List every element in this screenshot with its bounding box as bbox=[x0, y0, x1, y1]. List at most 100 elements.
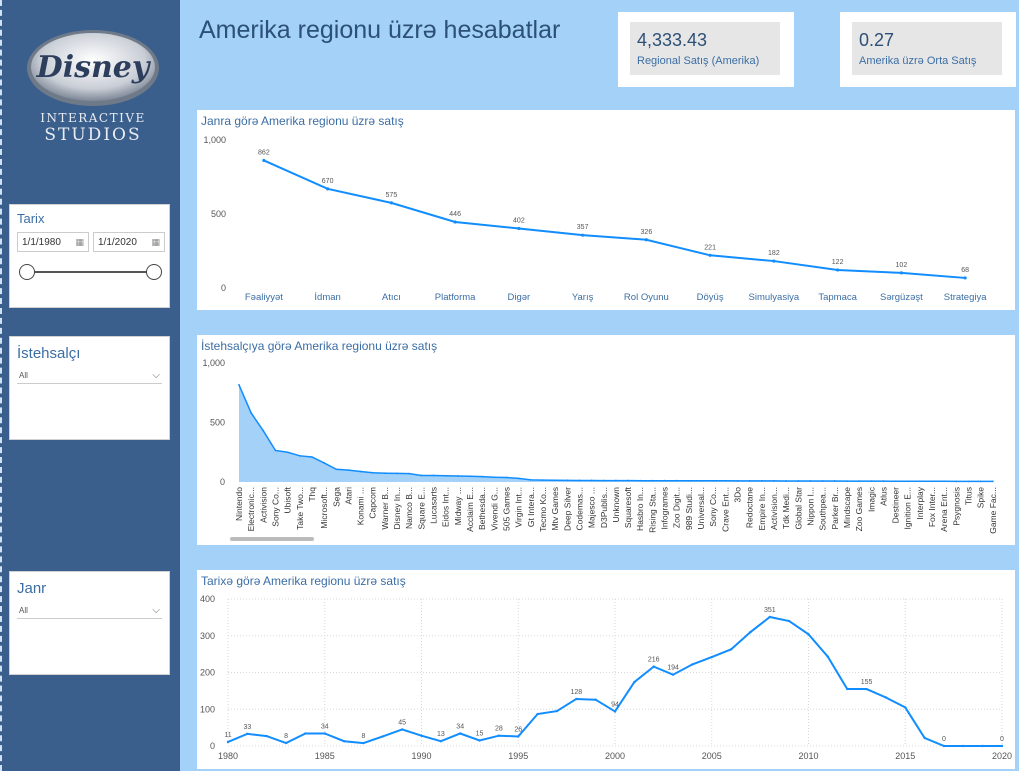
data-point bbox=[809, 480, 812, 482]
x-tick-label: Interplay bbox=[915, 486, 925, 519]
data-point bbox=[575, 697, 578, 701]
data-point bbox=[858, 480, 860, 483]
x-tick-label: Mtv Games bbox=[550, 487, 560, 530]
data-point bbox=[748, 480, 751, 482]
x-tick-label: 1980 bbox=[218, 751, 238, 761]
genre-dropdown[interactable]: All ⌵ bbox=[17, 603, 162, 619]
chevron-down-icon[interactable]: ⌵ bbox=[152, 605, 160, 616]
x-tick-label: Redoctane bbox=[745, 487, 755, 528]
data-point bbox=[444, 474, 447, 477]
y-tick-label: 200 bbox=[200, 668, 215, 678]
data-point bbox=[439, 740, 443, 743]
x-tick-label: Virgin Int... bbox=[514, 487, 524, 527]
x-tick-label: Game Fac... bbox=[988, 487, 998, 534]
data-point bbox=[478, 739, 481, 742]
x-tick-label: Zoo Digit... bbox=[672, 487, 682, 528]
x-tick-label: Nintendo bbox=[234, 487, 244, 521]
x-tick-label: Strategiya bbox=[944, 292, 987, 303]
data-point bbox=[555, 709, 559, 713]
chevron-down-icon[interactable]: ⌵ bbox=[152, 370, 160, 381]
data-point bbox=[787, 619, 791, 623]
date-range-slider[interactable] bbox=[19, 264, 162, 280]
x-tick-label: İdman bbox=[314, 292, 340, 303]
data-point bbox=[846, 480, 848, 483]
x-tick-label: Acclaim E... bbox=[465, 487, 475, 532]
data-point bbox=[517, 226, 521, 231]
data-label: 155 bbox=[861, 679, 873, 686]
logo-line1-text: INTERACTIVE bbox=[40, 111, 146, 125]
horizontal-scrollbar[interactable] bbox=[230, 537, 314, 541]
data-point bbox=[846, 687, 849, 691]
x-tick-label: Sony Co... bbox=[270, 487, 280, 527]
data-point bbox=[894, 480, 897, 483]
x-tick-label: Sony Co... bbox=[708, 487, 718, 527]
date-slicer-title: Tarix bbox=[17, 211, 45, 226]
data-label: 8 bbox=[284, 733, 288, 740]
kpi-label: Amerika üzrə Orta Satış bbox=[859, 55, 977, 67]
data-point bbox=[381, 735, 384, 738]
calendar-icon[interactable]: ▦ bbox=[75, 236, 84, 247]
data-label: 45 bbox=[398, 719, 406, 726]
y-tick-label: 0 bbox=[220, 477, 225, 487]
data-point bbox=[274, 449, 277, 452]
logo-brand-text: Disney bbox=[36, 50, 152, 85]
x-tick-label: Tecmo Ko... bbox=[538, 487, 548, 532]
genre-dropdown-value: All bbox=[19, 606, 28, 615]
data-label: 11 bbox=[224, 732, 231, 739]
publisher-dropdown[interactable]: All ⌵ bbox=[17, 368, 162, 384]
x-tick-label: Namco B... bbox=[404, 487, 414, 529]
data-point bbox=[736, 480, 739, 482]
data-point bbox=[979, 480, 982, 483]
x-tick-label: Yarış bbox=[572, 292, 594, 303]
x-tick-label: Capcom bbox=[368, 487, 378, 519]
end-date-input[interactable]: 1/1/2020 ▦ bbox=[93, 232, 165, 252]
range-end-handle[interactable] bbox=[146, 264, 162, 280]
publisher-sales-chart[interactable]: 0 500 1,000 Nintendo Electronic... Activision… bbox=[197, 335, 1015, 545]
x-tick-label: Hasbro In... bbox=[635, 487, 645, 531]
x-tick-label: D3Publis... bbox=[599, 487, 609, 528]
y-tick-label: 0 bbox=[221, 283, 226, 293]
x-tick-label: Thq bbox=[307, 487, 317, 502]
x-tick-label: Sega bbox=[331, 487, 341, 507]
x-tick-label: Parker Br... bbox=[830, 487, 840, 530]
date-slicer: Tarix 1/1/1980 ▦ 1/1/2020 ▦ bbox=[9, 204, 170, 308]
x-tick-label: 2010 bbox=[798, 751, 818, 761]
data-point bbox=[246, 732, 249, 736]
year-sales-chart[interactable]: 0 100 200 300 400 1980 1985 1990 1995 2000 2005 201… bbox=[197, 570, 1015, 769]
data-point bbox=[342, 740, 346, 743]
data-point bbox=[729, 648, 733, 651]
y-tick-label: 0 bbox=[210, 741, 215, 751]
start-date-input[interactable]: 1/1/1980 ▦ bbox=[17, 232, 89, 252]
data-label: 670 bbox=[322, 178, 334, 185]
x-tick-label: Southpea... bbox=[818, 487, 828, 530]
data-point bbox=[517, 477, 520, 480]
data-point bbox=[687, 479, 690, 482]
data-point bbox=[453, 220, 457, 224]
data-label: 446 bbox=[449, 211, 461, 218]
year-sales-svg: 0 100 200 300 400 1980 1985 1990 1995 2000 2005 201… bbox=[200, 594, 1012, 761]
x-tick-label: Square E... bbox=[416, 487, 426, 530]
calendar-icon[interactable]: ▦ bbox=[151, 236, 160, 247]
x-tick-label: Warner B... bbox=[380, 487, 390, 530]
data-point bbox=[542, 479, 544, 481]
x-tick-label: Activision bbox=[258, 487, 268, 523]
range-start-handle[interactable] bbox=[19, 264, 35, 280]
x-tick-label: Deep Silver bbox=[562, 487, 572, 531]
publisher-slicer: İstehsalçı All ⌵ bbox=[9, 336, 170, 440]
genre-sales-chart[interactable]: 0 500 1,000 862 Fəaliyyət 670 İdman 575 Atıcı 446… bbox=[197, 110, 1015, 310]
data-point bbox=[371, 471, 374, 474]
x-tick-label: Activision... bbox=[769, 487, 779, 530]
start-date-value: 1/1/1980 bbox=[22, 236, 61, 248]
data-point bbox=[671, 673, 675, 676]
logo-line2-text: STUDIOS bbox=[44, 125, 141, 145]
x-tick-label: Imagic bbox=[866, 486, 876, 512]
x-tick-label: Global Star bbox=[793, 487, 803, 530]
kpi-value: 4,333.43 bbox=[637, 30, 708, 50]
data-point bbox=[870, 480, 873, 483]
data-point bbox=[529, 478, 532, 481]
genre-sales-svg: 0 500 1,000 862 Fəaliyyət 670 İdman 575 Atıcı 446… bbox=[203, 135, 987, 303]
data-point bbox=[238, 383, 240, 386]
data-point bbox=[304, 732, 307, 735]
x-tick-label: Simulyasiya bbox=[749, 292, 800, 303]
